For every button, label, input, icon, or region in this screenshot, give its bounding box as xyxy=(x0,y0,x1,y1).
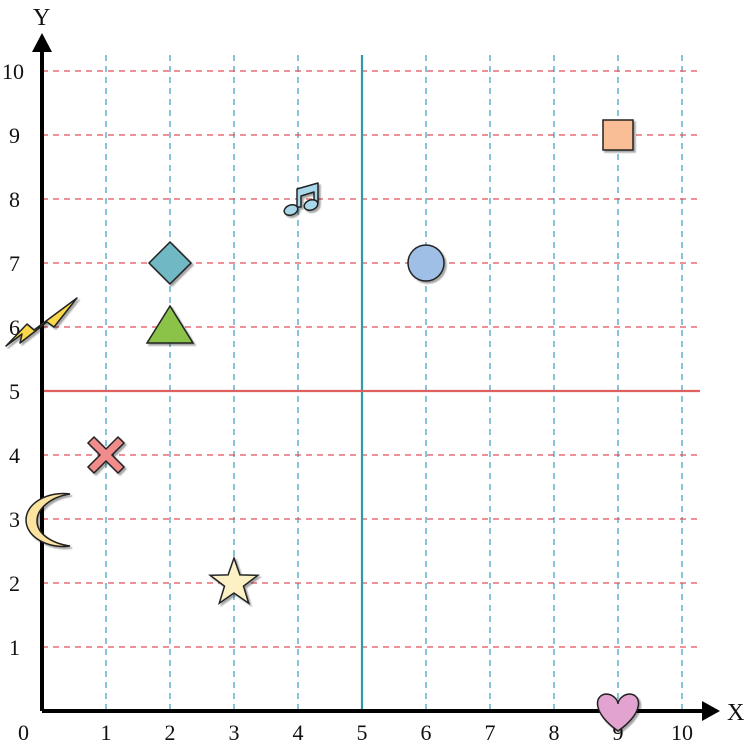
axes xyxy=(32,33,720,721)
x-tick-label-10: 10 xyxy=(671,720,693,745)
y-axis-label: Y xyxy=(33,5,50,31)
square-icon xyxy=(602,119,634,151)
x-tick-label-1: 1 xyxy=(101,720,112,745)
y-tick-label-3: 3 xyxy=(9,507,20,532)
y-tick-label-6: 6 xyxy=(9,315,20,340)
x-axis-label: X xyxy=(727,700,744,726)
lightning-icon xyxy=(5,297,78,347)
x-tick-label-4: 4 xyxy=(293,720,304,745)
y-tick-label-9: 9 xyxy=(9,123,20,148)
x-tick-label-8: 8 xyxy=(549,720,560,745)
tick-labels: 1 2 3 4 5 6 7 8 9 10 1 2 3 4 5 6 7 8 9 10 xyxy=(2,59,693,745)
y-tick-label-7: 7 xyxy=(9,251,20,276)
triangle-icon xyxy=(145,304,195,344)
cross-icon xyxy=(86,435,126,475)
circle-icon xyxy=(407,244,445,282)
y-tick-label-4: 4 xyxy=(9,443,20,468)
x-tick-label-7: 7 xyxy=(485,720,496,745)
moon-icon xyxy=(25,492,71,548)
diamond-icon xyxy=(147,240,193,286)
heart-icon xyxy=(596,693,640,732)
x-tick-label-9: 9 xyxy=(613,720,624,745)
x-tick-label-3: 3 xyxy=(229,720,240,745)
x-tick-label-6: 6 xyxy=(421,720,432,745)
y-tick-label-8: 8 xyxy=(9,187,20,212)
y-axis-arrow-icon xyxy=(32,33,52,52)
star-icon xyxy=(208,555,260,606)
y-tick-label-10: 10 xyxy=(2,59,24,84)
x-tick-label-5: 5 xyxy=(357,720,368,745)
y-tick-label-5: 5 xyxy=(9,379,20,404)
data-points xyxy=(5,119,640,732)
x-axis-arrow-icon xyxy=(702,701,720,721)
x-tick-label-2: 2 xyxy=(165,720,176,745)
music-note-icon xyxy=(283,182,319,217)
grid xyxy=(42,55,700,711)
y-tick-label-1: 1 xyxy=(9,635,20,660)
origin-label: 0 xyxy=(18,720,29,745)
y-tick-label-2: 2 xyxy=(9,571,20,596)
reference-lines xyxy=(42,55,700,711)
